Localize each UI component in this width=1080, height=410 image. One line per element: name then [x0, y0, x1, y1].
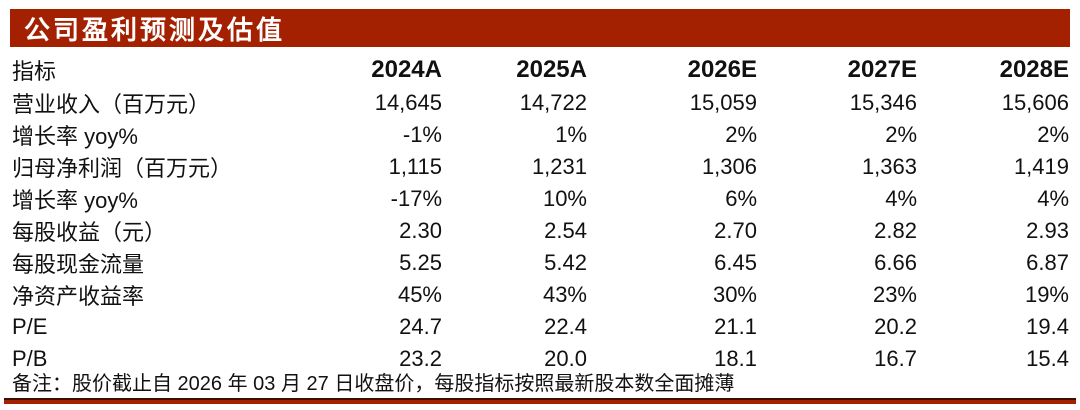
cell-value: 1,115: [388, 154, 442, 179]
cell-value: 45%: [397, 282, 442, 307]
cell-value: 19.4: [1026, 314, 1069, 339]
row-label: 增长率 yoy%: [12, 124, 138, 149]
cell-value: 2.30: [399, 218, 442, 243]
cell-value: 16.7: [874, 346, 917, 371]
col-header-2027e: 2027E: [847, 56, 917, 83]
row-label: 净资产收益率: [12, 284, 145, 309]
cell-value: 2.54: [544, 218, 587, 243]
table-row-revenue-growth: 增长率 yoy% -1% 1% 2% 2% 2%: [10, 119, 1072, 151]
cell-value: 14,645: [374, 90, 442, 115]
cell-value: 2%: [885, 122, 917, 147]
cell-value: 2%: [1037, 122, 1069, 147]
cell-value: 2%: [725, 122, 757, 147]
table-row-pb: P/B 23.2 20.0 18.1 16.7 15.4: [10, 343, 1072, 375]
col-header-2028e: 2028E: [999, 56, 1069, 83]
row-label: 每股收益（元）: [12, 220, 167, 245]
cell-value: 2.93: [1026, 218, 1069, 243]
cell-value: 15,059: [689, 90, 757, 115]
footnote: 备注：股价截止自 2026 年 03 月 27 日收盘价，每股指标按照最新股本数…: [12, 373, 735, 395]
cell-value: 30%: [712, 282, 757, 307]
cell-value: 1,306: [701, 154, 757, 179]
table-row-revenue: 营业收入（百万元） 14,645 14,722 15,059 15,346 15…: [10, 87, 1072, 119]
cell-value: 1,231: [531, 154, 587, 179]
forecast-table: 指标 2024A 2025A 2026E 2027E 2028E 营业收入（百万…: [10, 53, 1072, 375]
cell-value: 1,419: [1013, 154, 1069, 179]
header-row: 指标 2024A 2025A 2026E 2027E 2028E: [10, 53, 1072, 87]
cell-value: 1,363: [861, 154, 917, 179]
row-label: 增长率 yoy%: [12, 188, 138, 213]
table-row-profit-growth: 增长率 yoy% -17% 10% 6% 4% 4%: [10, 183, 1072, 215]
col-header-2025a: 2025A: [516, 56, 587, 83]
cell-value: 23%: [872, 282, 917, 307]
table-row-roe: 净资产收益率 45% 43% 30% 23% 19%: [10, 279, 1072, 311]
row-label: P/B: [12, 346, 48, 371]
cell-value: 2.70: [714, 218, 757, 243]
title-bar: 公司盈利预测及估值: [10, 9, 1070, 47]
cell-value: 21.1: [714, 314, 757, 339]
cell-value: 15,606: [1001, 90, 1069, 115]
row-label: P/E: [12, 314, 48, 339]
bottom-rule: [4, 398, 1076, 404]
cell-value: 19%: [1024, 282, 1069, 307]
cell-value: 2.82: [874, 218, 917, 243]
cell-value: 23.2: [399, 346, 442, 371]
col-header-indicator: 指标: [12, 59, 57, 84]
col-header-2026e: 2026E: [687, 56, 757, 83]
table-row-net-profit: 归母净利润（百万元） 1,115 1,231 1,306 1,363 1,419: [10, 151, 1072, 183]
cell-value: 6.66: [874, 250, 917, 275]
cell-value: 22.4: [544, 314, 587, 339]
cell-value: 20.0: [544, 346, 587, 371]
cell-value: 1%: [555, 122, 587, 147]
cell-value: -1%: [402, 122, 442, 147]
cell-value: 14,722: [519, 90, 587, 115]
cell-value: 4%: [885, 186, 917, 211]
cell-value: 6.45: [714, 250, 757, 275]
page-title: 公司盈利预测及估值: [24, 15, 286, 45]
row-label: 归母净利润（百万元）: [12, 156, 233, 181]
cell-value: 5.42: [544, 250, 587, 275]
cell-value: 6.87: [1026, 250, 1069, 275]
table-row-pe: P/E 24.7 22.4 21.1 20.2 19.4: [10, 311, 1072, 343]
cell-value: 43%: [542, 282, 587, 307]
cell-value: 15,346: [849, 90, 917, 115]
cell-value: -17%: [390, 186, 442, 211]
row-label: 营业收入（百万元）: [12, 92, 211, 117]
row-label: 每股现金流量: [12, 252, 145, 277]
cell-value: 4%: [1037, 186, 1069, 211]
cell-value: 20.2: [874, 314, 917, 339]
table-row-cashflow-per-share: 每股现金流量 5.25 5.42 6.45 6.66 6.87: [10, 247, 1072, 279]
cell-value: 10%: [542, 186, 587, 211]
col-header-2024a: 2024A: [371, 56, 442, 83]
cell-value: 5.25: [399, 250, 442, 275]
table-row-eps: 每股收益（元） 2.30 2.54 2.70 2.82 2.93: [10, 215, 1072, 247]
cell-value: 24.7: [399, 314, 442, 339]
cell-value: 15.4: [1026, 346, 1069, 371]
cell-value: 6%: [725, 186, 757, 211]
cell-value: 18.1: [714, 346, 757, 371]
